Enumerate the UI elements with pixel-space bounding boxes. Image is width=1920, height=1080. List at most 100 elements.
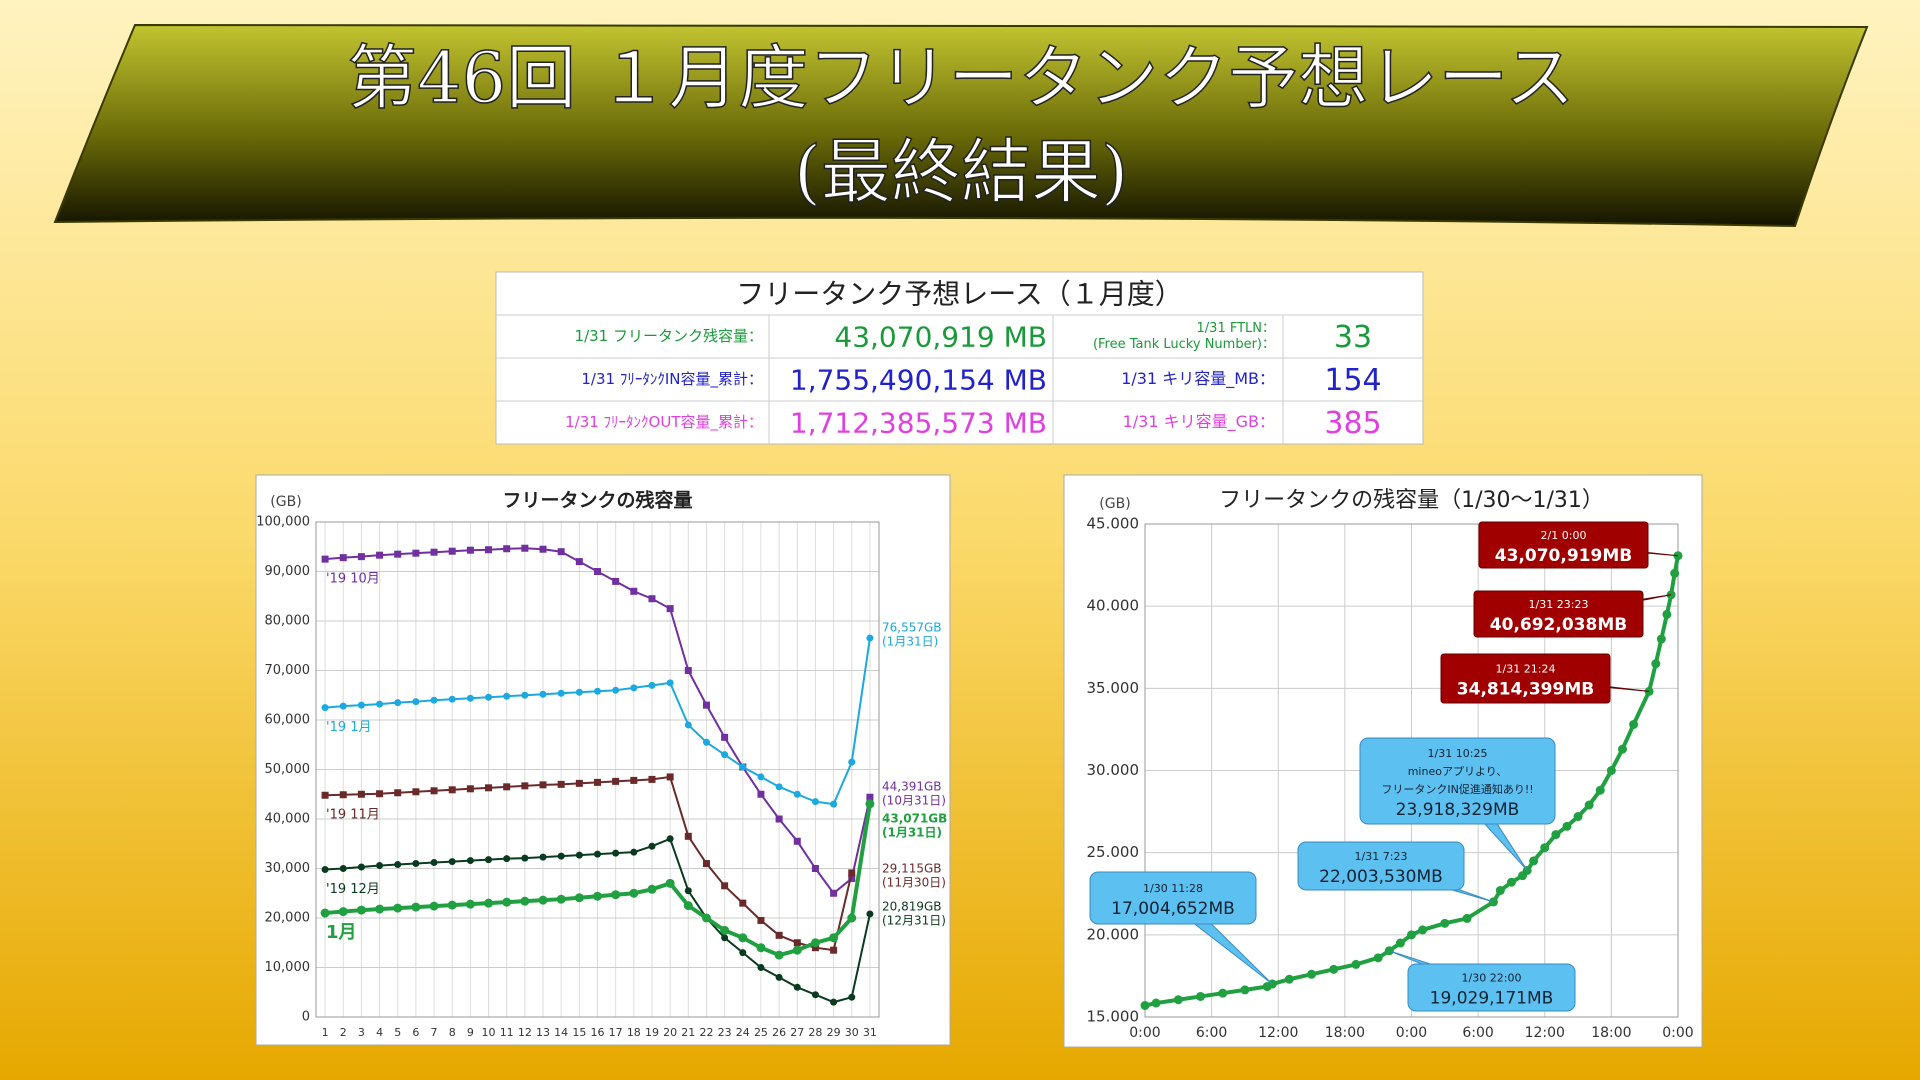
callout — [1473, 590, 1644, 638]
marker — [792, 945, 802, 955]
marker — [430, 548, 438, 556]
x-tick-label: 1 — [322, 1026, 329, 1039]
marker — [648, 681, 656, 689]
marker — [321, 555, 329, 563]
marker — [357, 863, 365, 871]
x-tick-label: 23 — [718, 1026, 732, 1039]
marker — [539, 545, 547, 553]
marker — [793, 837, 801, 845]
callout-text: 1/31 23:23 — [1529, 598, 1589, 611]
marker — [466, 694, 474, 702]
x-tick-label: 16 — [591, 1026, 605, 1039]
x-tick-label: 18 — [627, 1026, 641, 1039]
x-tick-label: 8 — [449, 1026, 456, 1039]
marker — [612, 577, 620, 585]
marker — [557, 689, 565, 697]
marker — [793, 939, 801, 947]
marker — [502, 897, 512, 907]
marker — [793, 790, 801, 798]
marker — [1584, 800, 1594, 810]
marker — [521, 544, 529, 552]
marker — [356, 905, 366, 915]
marker — [1218, 988, 1228, 998]
marker — [376, 790, 384, 798]
y-tick-label: 70,000 — [265, 663, 311, 678]
callout-text: 1/31 7:23 — [1355, 850, 1408, 863]
marker — [575, 851, 583, 859]
callout-text: 2/1 0:00 — [1541, 529, 1587, 542]
marker — [485, 856, 493, 864]
marker — [339, 865, 347, 872]
callout-text: 22,003,530MB — [1319, 867, 1443, 887]
marker — [1573, 812, 1583, 822]
marker — [1551, 830, 1561, 840]
y-tick-label: 30,000 — [265, 861, 311, 876]
marker — [574, 893, 584, 903]
table-title: フリータンク予想レース（１月度） — [736, 278, 1183, 311]
x-tick-label: 18:00 — [1591, 1025, 1631, 1041]
x-tick-label: 20 — [663, 1026, 677, 1039]
marker — [1240, 985, 1250, 995]
chart-panel — [255, 474, 951, 1046]
row-value: 1,712,385,573 MB — [790, 407, 1047, 440]
x-tick-label: 31 — [863, 1026, 877, 1039]
x-tick-label: 26 — [772, 1026, 786, 1039]
marker — [757, 916, 765, 924]
marker — [594, 568, 601, 575]
marker — [503, 692, 511, 700]
y-tick-label: 45.000 — [1087, 515, 1140, 533]
x-tick-label: 12:00 — [1525, 1025, 1565, 1041]
marker — [611, 890, 621, 900]
callout-text: mineoアプリより、 — [1408, 765, 1508, 778]
marker — [338, 907, 348, 917]
marker — [1506, 877, 1516, 887]
y-tick-label: 0 — [302, 1010, 310, 1025]
y-tick-label: 50,000 — [265, 762, 311, 777]
marker — [1529, 856, 1539, 866]
marker — [830, 946, 838, 954]
callout — [1359, 737, 1556, 825]
y-axis-label: (GB) — [1099, 496, 1130, 512]
marker — [394, 699, 402, 707]
marker — [503, 855, 511, 863]
marker — [539, 781, 547, 789]
y-tick-label: 80,000 — [265, 614, 311, 629]
banner-title: 第46回 １月度フリータンク予想レース — [347, 37, 1575, 119]
end-label: (10月31日) — [882, 794, 946, 808]
marker — [1562, 821, 1572, 831]
marker — [339, 791, 347, 799]
marker — [1395, 938, 1405, 948]
marker — [811, 798, 819, 806]
marker — [630, 848, 638, 856]
marker — [357, 553, 365, 561]
marker — [503, 545, 511, 553]
x-tick-label: 28 — [808, 1026, 822, 1039]
marker — [375, 904, 385, 914]
marker — [848, 874, 856, 882]
x-tick-label: 6 — [412, 1026, 419, 1039]
series-label: '19 11月 — [326, 808, 380, 823]
marker — [1440, 918, 1450, 928]
marker — [647, 884, 657, 894]
end-label: (1月31日) — [882, 635, 938, 649]
marker — [648, 775, 656, 783]
marker — [721, 882, 729, 890]
marker — [630, 684, 638, 692]
marker — [648, 842, 656, 850]
marker — [520, 896, 530, 906]
y-tick-label: 40.000 — [1087, 597, 1140, 615]
x-tick-label: 0:00 — [1662, 1025, 1693, 1041]
y-tick-label: 100,000 — [256, 515, 310, 530]
marker — [376, 700, 384, 708]
marker — [775, 783, 783, 791]
marker — [1617, 744, 1627, 754]
marker — [630, 587, 638, 595]
marker — [721, 934, 729, 942]
marker — [775, 973, 783, 981]
marker — [593, 891, 602, 901]
y-tick-label: 10,000 — [265, 960, 311, 975]
marker — [357, 790, 365, 798]
marker — [430, 859, 438, 867]
marker — [1407, 930, 1416, 940]
marker — [866, 634, 874, 642]
